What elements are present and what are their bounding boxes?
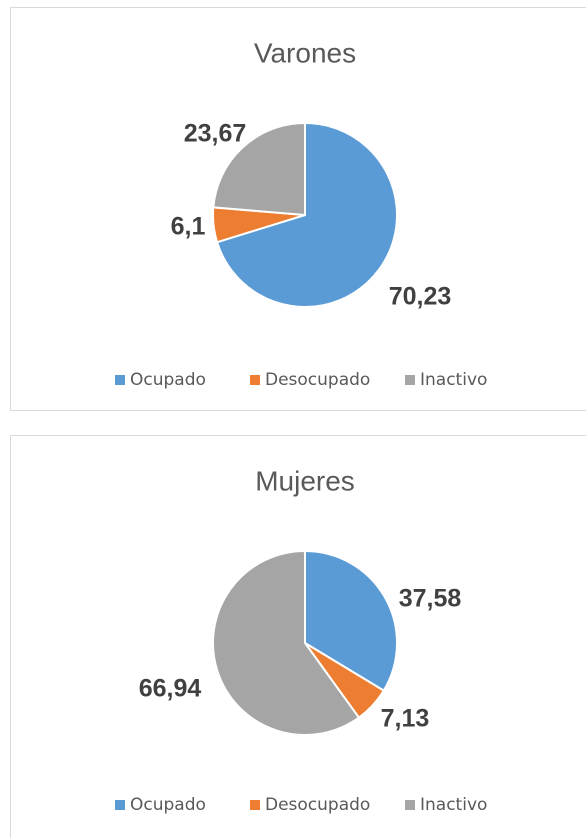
data-label: 7,13 [381, 705, 430, 733]
legend-swatch [405, 375, 415, 385]
legend-swatch [405, 800, 415, 810]
chart-title: Mujeres [255, 465, 355, 496]
legend-label: Desocupado [265, 370, 370, 390]
pie-slice [304, 549, 398, 692]
pie-slice [212, 121, 306, 217]
data-label: 23,67 [184, 120, 247, 148]
pie-slice [212, 549, 361, 736]
legend-swatch [115, 375, 125, 385]
data-label: 66,94 [139, 675, 202, 703]
legend-swatch [250, 375, 260, 385]
data-label: 6,1 [171, 213, 206, 241]
legend-label: Desocupado [265, 795, 370, 815]
legend-label: Ocupado [130, 370, 206, 390]
data-label: 37,58 [399, 585, 462, 613]
chart-title: Varones [254, 37, 356, 68]
legend-label: Inactivo [420, 795, 487, 815]
legend-swatch [115, 800, 125, 810]
legend-label: Inactivo [420, 370, 487, 390]
legend-swatch [250, 800, 260, 810]
data-label: 70,23 [389, 283, 452, 311]
pie-slice [215, 121, 398, 308]
legend-label: Ocupado [130, 795, 206, 815]
